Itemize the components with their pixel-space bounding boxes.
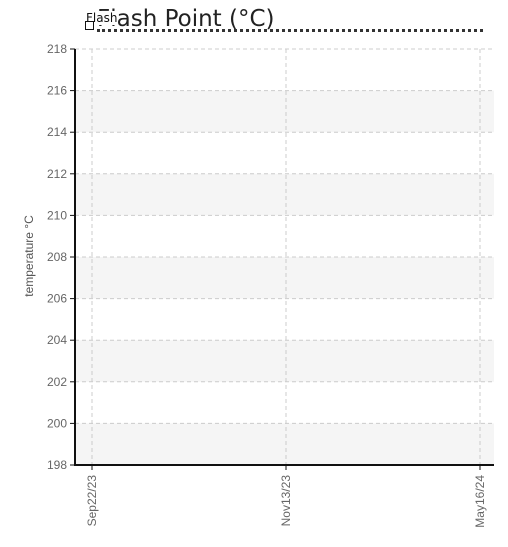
y-tick-label: 208 xyxy=(47,250,67,264)
checkbox-icon xyxy=(85,21,94,30)
title-underline xyxy=(97,29,483,32)
x-tick-label: Nov13/23 xyxy=(279,475,293,527)
y-tick-label: 218 xyxy=(47,42,67,56)
x-tick-label: May16/24 xyxy=(473,475,487,528)
x-tick-label: Sep22/23 xyxy=(85,475,99,527)
x-axis-ticks: Sep22/23 Nov13/23 May16/24 xyxy=(85,465,487,528)
y-tick-label: 210 xyxy=(47,208,67,222)
y-tick-label: 214 xyxy=(47,125,67,139)
y-tick-label: 202 xyxy=(47,375,67,389)
y-tick-label: 206 xyxy=(47,292,67,306)
grid-band xyxy=(75,90,494,133)
y-tick-label: 204 xyxy=(47,333,67,347)
grid-bands xyxy=(75,90,494,465)
chart-title: Flash Point (°C) xyxy=(97,6,275,32)
y-axis-label: temperature °C xyxy=(22,215,36,297)
grid-band xyxy=(75,423,494,465)
grid-lines xyxy=(75,48,494,465)
y-tick-label: 212 xyxy=(47,167,67,181)
y-tick-label: 198 xyxy=(47,458,67,472)
grid-band xyxy=(75,340,494,382)
y-tick-label: 200 xyxy=(47,416,67,430)
y-axis-ticks: 198 200 202 204 206 208 210 212 214 216 218 xyxy=(47,42,75,472)
grid-band xyxy=(75,257,494,299)
y-tick-label: 216 xyxy=(47,84,67,98)
grid-band xyxy=(75,173,494,216)
